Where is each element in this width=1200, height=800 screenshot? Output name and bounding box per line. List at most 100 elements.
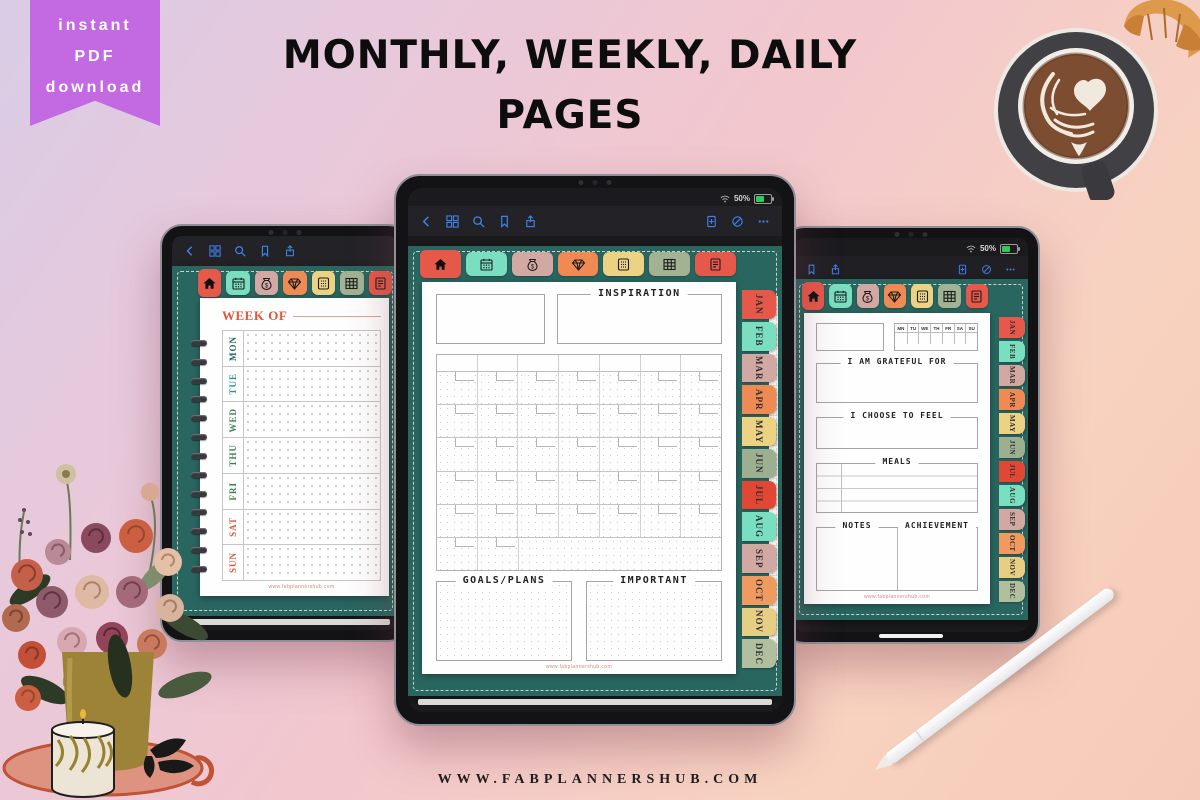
- calendar-day-cell[interactable]: [598, 372, 640, 405]
- week-row-fri[interactable]: FRI: [223, 472, 380, 509]
- calendar-day-cell[interactable]: [517, 504, 559, 537]
- day-notes-area[interactable]: [244, 438, 380, 473]
- add-page-icon[interactable]: [957, 264, 968, 275]
- planner-tab-dotted-page[interactable]: [911, 284, 934, 308]
- calendar-day-cell[interactable]: [476, 471, 518, 504]
- day-notes-area[interactable]: [244, 545, 380, 581]
- inspiration-box[interactable]: INSPIRATION: [556, 288, 722, 344]
- share-icon[interactable]: [284, 245, 296, 257]
- date-box[interactable]: [816, 323, 885, 351]
- calendar-day-cell[interactable]: [598, 405, 640, 438]
- home-indicator[interactable]: [879, 634, 943, 638]
- share-icon[interactable]: [524, 214, 537, 228]
- day-notes-area[interactable]: [244, 473, 380, 509]
- month-tab-may[interactable]: MAY: [742, 417, 776, 446]
- calendar-day-cell[interactable]: [639, 372, 681, 405]
- month-tab-jun[interactable]: JUN: [742, 448, 776, 478]
- more-icon[interactable]: [1005, 264, 1016, 275]
- mini-week-empty-cell[interactable]: [965, 333, 977, 344]
- calendar-day-cell[interactable]: [639, 471, 681, 504]
- month-tab-sep[interactable]: SEP: [999, 509, 1025, 530]
- calendar-day-cell[interactable]: [558, 405, 599, 438]
- month-tab-nov[interactable]: NOV: [999, 557, 1025, 578]
- month-tab-feb[interactable]: FEB: [999, 341, 1025, 362]
- planner-tab-diamond[interactable]: [557, 252, 599, 276]
- mini-week-empty-cell[interactable]: [895, 333, 907, 344]
- planner-tab-document[interactable]: [368, 271, 392, 295]
- bookmark-icon[interactable]: [498, 215, 511, 228]
- calendar-day-cell[interactable]: [437, 471, 477, 504]
- month-tab-sep[interactable]: SEP: [742, 544, 776, 573]
- calendar-notes-cell[interactable]: [518, 537, 721, 571]
- bookmark-icon[interactable]: [806, 264, 817, 275]
- month-tab-aug[interactable]: AUG: [742, 512, 776, 541]
- month-tab-jun[interactable]: JUN: [999, 437, 1025, 458]
- bookmark-icon[interactable]: [259, 245, 271, 257]
- month-tab-feb[interactable]: FEB: [742, 321, 776, 351]
- calendar-day-cell[interactable]: [558, 471, 599, 504]
- important-box[interactable]: IMPORTANT: [586, 575, 722, 661]
- day-notes-area[interactable]: [244, 509, 380, 545]
- month-tab-apr[interactable]: APR: [999, 389, 1025, 410]
- planner-tab-calendar[interactable]: [465, 252, 507, 276]
- calendar-day-cell[interactable]: [517, 438, 559, 471]
- calendar-day-cell[interactable]: [517, 372, 559, 405]
- month-tab-dec[interactable]: DEC: [999, 581, 1025, 602]
- calendar-day-cell[interactable]: [639, 438, 681, 471]
- calendar-day-cell[interactable]: [476, 504, 518, 537]
- calendar-day-cell[interactable]: [477, 537, 518, 571]
- mini-week-empty-cell[interactable]: [953, 333, 966, 344]
- meals-box[interactable]: MEALS: [816, 457, 978, 513]
- planner-tab-money[interactable]: $: [511, 252, 553, 276]
- month-tab-jul[interactable]: JUL: [742, 480, 776, 510]
- month-tab-aug[interactable]: AUG: [999, 485, 1025, 506]
- calendar-day-cell[interactable]: [558, 438, 599, 471]
- planner-tab-grid[interactable]: [938, 284, 961, 308]
- calendar-day-cell[interactable]: [476, 438, 518, 471]
- calendar-day-cell[interactable]: [517, 405, 559, 438]
- calendar-day-cell[interactable]: [598, 471, 640, 504]
- planner-tab-dotted-page[interactable]: [603, 252, 645, 276]
- month-tab-mar[interactable]: MAR: [742, 353, 776, 383]
- calendar-day-cell[interactable]: [517, 471, 559, 504]
- mini-week-empty-cell[interactable]: [918, 333, 930, 344]
- calendar-day-cell[interactable]: [476, 405, 518, 438]
- month-tab-apr[interactable]: APR: [742, 385, 776, 414]
- planner-tab-calendar[interactable]: [226, 271, 250, 295]
- planner-tab-money[interactable]: $: [856, 284, 879, 308]
- calendar-day-cell[interactable]: [680, 372, 722, 405]
- share-icon[interactable]: [830, 263, 841, 275]
- month-tab-may[interactable]: MAY: [999, 413, 1025, 434]
- back-icon[interactable]: [184, 245, 196, 257]
- calendar-day-cell[interactable]: [437, 537, 477, 571]
- planner-tab-calendar[interactable]: [829, 284, 852, 308]
- calendar-day-cell[interactable]: [680, 438, 722, 471]
- calendar-day-cell[interactable]: [437, 405, 477, 438]
- notes-achievement-box[interactable]: NOTES ACHIEVEMENT: [816, 521, 978, 591]
- calendar-day-cell[interactable]: [680, 405, 722, 438]
- feel-box[interactable]: I CHOOSE TO FEEL: [816, 411, 978, 449]
- month-tab-nov[interactable]: NOV: [742, 607, 776, 637]
- calendar-day-cell[interactable]: [476, 372, 518, 405]
- week-row-mon[interactable]: MON: [223, 331, 380, 366]
- month-tab-jan[interactable]: JAN: [742, 290, 776, 319]
- back-icon[interactable]: [420, 215, 433, 228]
- planner-tab-diamond[interactable]: [883, 284, 907, 308]
- week-row-tue[interactable]: TUE: [223, 365, 380, 402]
- month-tab-oct[interactable]: OCT: [742, 575, 776, 605]
- month-tab-dec[interactable]: DEC: [742, 639, 776, 668]
- planner-tab-diamond[interactable]: [283, 271, 307, 295]
- mini-week-empty-cell[interactable]: [941, 333, 954, 344]
- calendar-day-cell[interactable]: [437, 438, 477, 471]
- planner-tab-grid[interactable]: [340, 271, 364, 295]
- planner-tab-grid[interactable]: [649, 252, 691, 276]
- planner-tab-dotted-page[interactable]: [311, 271, 336, 295]
- calendar-day-cell[interactable]: [437, 372, 477, 405]
- calendar-day-cell[interactable]: [680, 471, 722, 504]
- mini-week-empty-cell[interactable]: [930, 333, 942, 344]
- calendar-day-cell[interactable]: [680, 504, 722, 537]
- planner-tab-money[interactable]: $: [254, 271, 279, 295]
- month-tab-jul[interactable]: JUL: [999, 461, 1025, 482]
- month-title-box[interactable]: [436, 294, 545, 344]
- add-page-icon[interactable]: [705, 215, 718, 228]
